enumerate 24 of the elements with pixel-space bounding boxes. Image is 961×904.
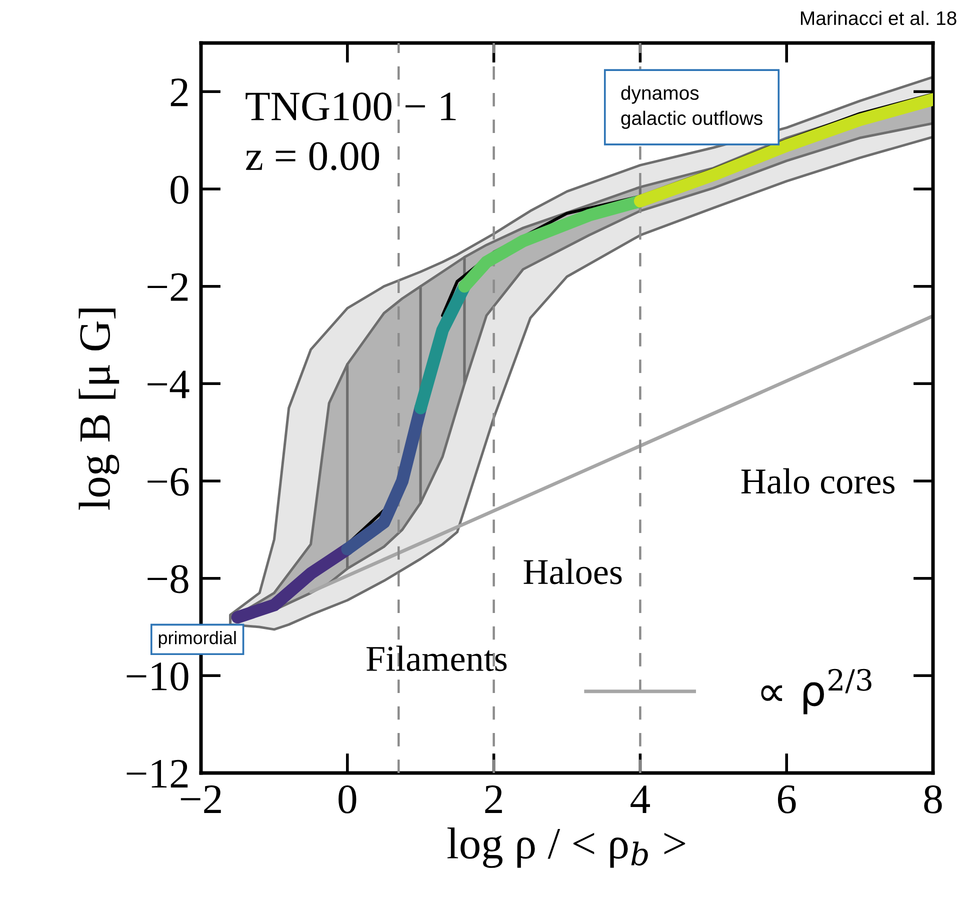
- y-tick-label: −4: [148, 370, 190, 398]
- annotation: z = 0.00: [246, 142, 380, 170]
- annotation: Filaments: [366, 646, 507, 672]
- x-tick-label: 8: [924, 785, 942, 814]
- legend-label: ∝ ρ$^{2/3}$: [761, 668, 872, 714]
- x-axis-title: log ρ / < ρ$_{b}$ >: [447, 827, 686, 868]
- y-tick-label: −2: [148, 273, 188, 301]
- annotation: Haloes: [524, 558, 622, 584]
- x-tick-label: 4: [630, 786, 650, 814]
- annotation: dynamos galactic outflows: [621, 86, 762, 129]
- x-tick-label: 2: [485, 785, 502, 814]
- x-tick-label: 0: [338, 785, 356, 814]
- y-tick-label: 2: [170, 78, 188, 106]
- x-tick-label: 6: [778, 785, 796, 814]
- y-axis-title: log B [μ G]: [78, 308, 120, 510]
- annotation: primordial: [158, 630, 236, 648]
- y-tick-label: 0: [170, 176, 188, 204]
- annotation: TNG100 − 1: [246, 92, 456, 121]
- y-tick-label: −8: [148, 565, 188, 594]
- y-tick-label: −10: [126, 662, 188, 691]
- annotation: Halo cores: [741, 468, 894, 494]
- y-tick-label: −6: [148, 468, 189, 496]
- text: Marinacci et al. 18: [800, 10, 956, 26]
- y-tick-label: −12: [126, 760, 188, 788]
